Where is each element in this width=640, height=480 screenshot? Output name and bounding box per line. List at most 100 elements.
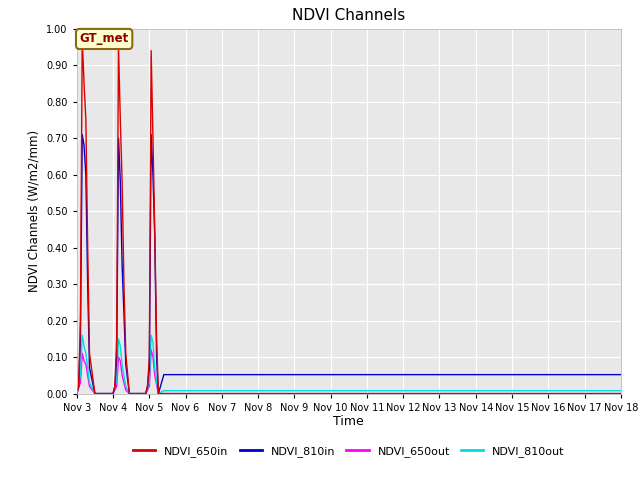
NDVI_810in xyxy=(120,311,128,316)
NDVI_650in xyxy=(118,179,126,185)
NDVI_810in xyxy=(147,132,155,137)
NDVI_650out xyxy=(73,391,81,396)
NDVI_810in xyxy=(73,391,81,396)
NDVI_810out xyxy=(86,380,93,385)
NDVI_650in xyxy=(80,81,88,86)
NDVI_650out xyxy=(160,391,168,396)
NDVI_810in xyxy=(143,384,151,389)
NDVI_810in xyxy=(154,391,162,396)
NDVI_810out xyxy=(116,343,124,349)
NDVI_650in xyxy=(111,384,119,389)
NDVI_650out xyxy=(147,347,155,353)
Line: NDVI_650in: NDVI_650in xyxy=(77,40,621,394)
NDVI_650in xyxy=(153,336,161,342)
NDVI_810in xyxy=(151,234,159,240)
NDVI_810out xyxy=(147,332,155,338)
Text: GT_met: GT_met xyxy=(79,33,129,46)
NDVI_650in xyxy=(160,391,168,396)
NDVI_650out xyxy=(154,391,162,396)
NDVI_810in xyxy=(122,361,129,367)
NDVI_650in xyxy=(143,384,151,389)
NDVI_810out xyxy=(617,388,625,394)
NDVI_650in xyxy=(115,44,122,50)
NDVI_650in xyxy=(91,391,99,396)
NDVI_810in xyxy=(82,172,90,178)
NDVI_810out xyxy=(118,361,126,367)
NDVI_650out xyxy=(109,391,117,396)
NDVI_810in xyxy=(78,132,86,137)
NDVI_810in xyxy=(113,354,120,360)
NDVI_810in xyxy=(617,372,625,377)
Legend: NDVI_650in, NDVI_810in, NDVI_650out, NDVI_810out: NDVI_650in, NDVI_810in, NDVI_650out, NDV… xyxy=(129,441,569,461)
NDVI_810out xyxy=(142,391,150,396)
NDVI_810in xyxy=(149,172,157,178)
NDVI_650in xyxy=(122,350,129,356)
NDVI_650out xyxy=(617,391,625,396)
NDVI_810out xyxy=(78,332,86,338)
NDVI_810in xyxy=(75,384,83,389)
NDVI_650in xyxy=(78,37,86,43)
NDVI_650out xyxy=(82,361,90,367)
NDVI_810in xyxy=(160,372,168,377)
NDVI_810out xyxy=(151,365,159,371)
NDVI_810in xyxy=(125,391,133,396)
NDVI_650in xyxy=(84,245,92,251)
NDVI_810out xyxy=(160,388,168,394)
NDVI_810in xyxy=(118,263,126,269)
NDVI_650out xyxy=(118,372,126,378)
NDVI_650out xyxy=(80,358,88,364)
NDVI_810in xyxy=(109,391,117,396)
NDVI_650in xyxy=(142,391,150,396)
NDVI_650out xyxy=(125,391,133,396)
NDVI_650out xyxy=(113,384,120,389)
NDVI_650in xyxy=(120,281,128,287)
NDVI_810out xyxy=(115,336,122,342)
NDVI_650out xyxy=(86,384,93,389)
NDVI_810out xyxy=(145,380,153,385)
NDVI_810in xyxy=(77,336,84,342)
NDVI_810in xyxy=(86,365,93,371)
NDVI_650out xyxy=(116,358,124,364)
NDVI_810in xyxy=(91,391,99,396)
NDVI_650in xyxy=(617,391,625,396)
NDVI_810out xyxy=(154,391,162,396)
NDVI_650out xyxy=(77,380,84,385)
NDVI_650in xyxy=(154,391,162,396)
NDVI_810out xyxy=(122,384,129,389)
NDVI_650in xyxy=(109,391,117,396)
NDVI_810out xyxy=(77,372,84,378)
NDVI_650in xyxy=(147,48,155,54)
NDVI_650in xyxy=(77,318,84,324)
NDVI_650out xyxy=(115,354,122,360)
NDVI_810in xyxy=(84,281,92,287)
Line: NDVI_810in: NDVI_810in xyxy=(77,134,621,394)
NDVI_810out xyxy=(73,391,81,396)
NDVI_810in xyxy=(153,354,161,360)
NDVI_650in xyxy=(151,230,159,236)
NDVI_650out xyxy=(78,350,86,356)
NDVI_650in xyxy=(149,135,157,141)
NDVI_810in xyxy=(116,179,124,185)
NDVI_650in xyxy=(75,384,83,389)
NDVI_810out xyxy=(125,391,133,396)
NDVI_810out xyxy=(109,391,117,396)
NDVI_650in xyxy=(73,391,81,396)
NDVI_650out xyxy=(145,384,153,389)
NDVI_650out xyxy=(122,387,129,393)
NDVI_650in xyxy=(125,391,133,396)
NDVI_650in xyxy=(145,354,153,360)
Line: NDVI_810out: NDVI_810out xyxy=(77,335,621,394)
X-axis label: Time: Time xyxy=(333,415,364,429)
Y-axis label: NDVI Channels (W/m2/mm): NDVI Channels (W/m2/mm) xyxy=(28,130,41,292)
NDVI_650out xyxy=(151,372,159,378)
NDVI_650out xyxy=(142,391,150,396)
NDVI_650out xyxy=(91,391,99,396)
NDVI_810in xyxy=(145,365,153,371)
NDVI_810in xyxy=(80,143,88,148)
NDVI_650in xyxy=(82,117,90,123)
NDVI_810out xyxy=(113,376,120,382)
NDVI_650out xyxy=(149,354,157,360)
Title: NDVI Channels: NDVI Channels xyxy=(292,9,405,24)
NDVI_650in xyxy=(116,117,124,123)
NDVI_810out xyxy=(82,350,90,356)
